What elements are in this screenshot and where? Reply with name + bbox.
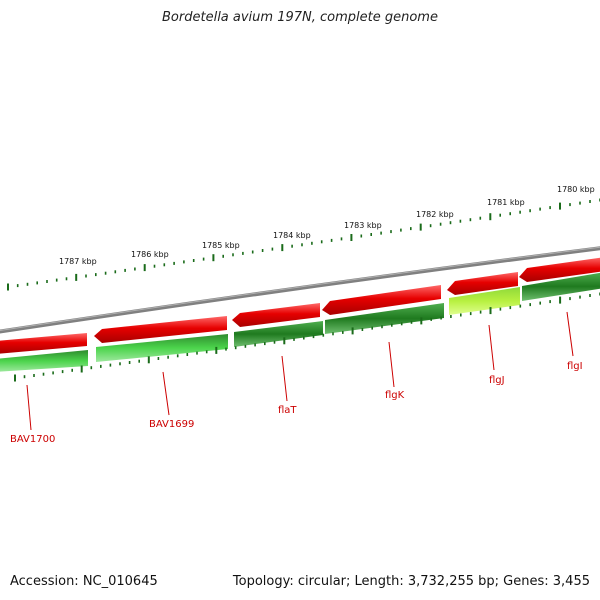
gene-label-flat[interactable]: flaT <box>278 405 297 416</box>
gene-arrow-flgk-reverse[interactable] <box>325 303 444 334</box>
gene-arrow-bav1700-reverse[interactable] <box>0 350 88 372</box>
gene-arrow-flgj-reverse[interactable] <box>449 287 520 315</box>
gene-arrow-bav1699-forward[interactable] <box>94 316 227 343</box>
kbp-label-1780: 1780 kbp <box>557 185 595 194</box>
gene-arrow-flat-reverse[interactable] <box>234 321 323 347</box>
gene-label-flgj[interactable]: flgJ <box>489 375 505 386</box>
gene-label-bav1699[interactable]: BAV1699 <box>149 419 194 430</box>
kbp-label-1781: 1781 kbp <box>487 198 525 207</box>
map-title: Bordetella avium 197N, complete genome <box>162 10 438 25</box>
leader-line-bav1700 <box>26 384 32 431</box>
gene-label-bav1700[interactable]: BAV1700 <box>10 434 55 445</box>
kbp-label-1786: 1786 kbp <box>131 250 169 259</box>
topology-text: Topology: circular; Length: 3,732,255 bp… <box>232 574 590 589</box>
accession-text: Accession: NC_010645 <box>10 574 158 589</box>
leader-line-flgj <box>488 324 495 371</box>
gene-label-flgi[interactable]: flgI <box>567 361 583 372</box>
leader-line-bav1699 <box>162 371 170 416</box>
gene-arrow-bav1700-forward[interactable] <box>0 333 87 354</box>
gene-label-flgk[interactable]: flgK <box>385 390 405 401</box>
genome-backbone <box>0 246 600 334</box>
kbp-label-1785: 1785 kbp <box>202 241 240 250</box>
gene-arrow-flgj-forward[interactable] <box>447 272 518 295</box>
leader-line-flgk <box>388 341 395 388</box>
kbp-label-1787: 1787 kbp <box>59 257 97 266</box>
leader-line-flat <box>281 355 288 402</box>
scale-ticks <box>7 198 600 382</box>
kbp-label-1782: 1782 kbp <box>416 210 454 219</box>
gene-arrow-flat-forward[interactable] <box>232 303 320 327</box>
gene-arrow-flgi-forward[interactable] <box>519 257 600 282</box>
kbp-label-1784: 1784 kbp <box>273 231 311 240</box>
kbp-label-1783: 1783 kbp <box>344 221 382 230</box>
gene-arrow-bav1699-reverse[interactable] <box>96 334 228 362</box>
gene-arrow-flgk-forward[interactable] <box>322 285 441 315</box>
genome-backbone-highlight <box>0 246 600 331</box>
leader-line-flgi <box>566 311 574 357</box>
gene-arrow-flgi-reverse[interactable] <box>522 272 600 301</box>
